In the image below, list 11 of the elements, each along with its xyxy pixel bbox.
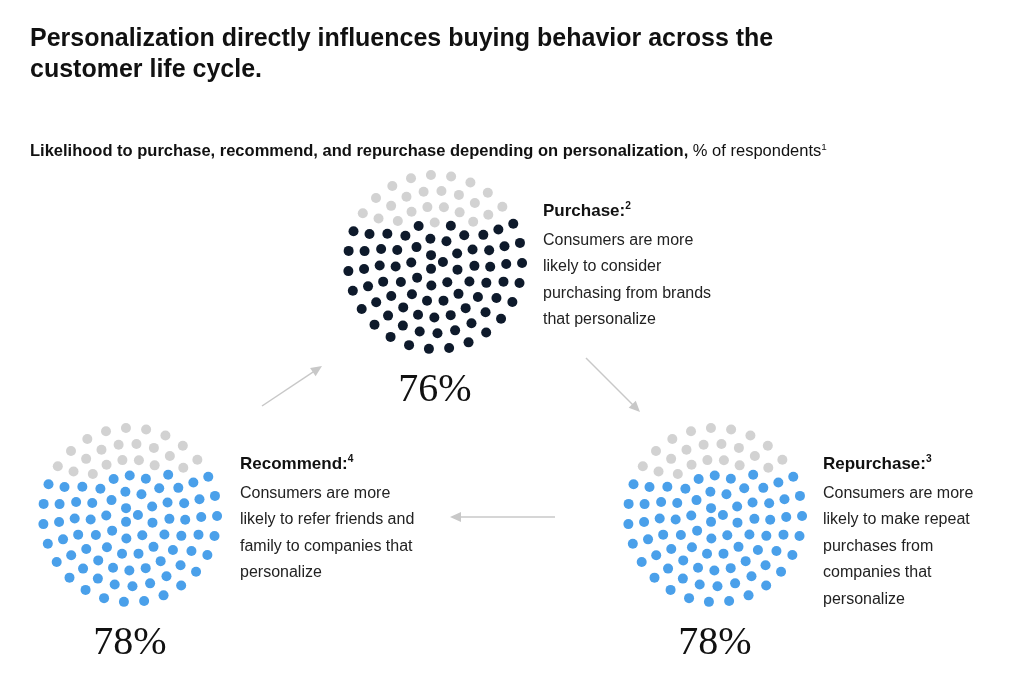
text: Recommend:$^{4}$ — [240, 453, 355, 474]
text: Likelihood to purchase, recommend, and repurchase depending on personalization, % of respondents$^{1}$ — [30, 140, 827, 160]
text: Purchase:$^{2}$ — [543, 200, 632, 221]
data-label: 76% — [397, 364, 473, 411]
text: Repurchase:$^{3}$ — [823, 453, 933, 474]
data-label: 78% — [677, 617, 753, 664]
text: Consumers are more likely to consider purchasing from brands that personalize — [543, 229, 713, 330]
text: Consumers are more likely to refer friends and family to companies that personalize — [240, 482, 415, 583]
text: Personalization directly influences buying behavior across the customer life cycle. — [30, 22, 775, 84]
data-label: 78% — [92, 617, 168, 664]
text: Consumers are more likely to make repeat purchases from companies that personalize — [823, 482, 975, 609]
